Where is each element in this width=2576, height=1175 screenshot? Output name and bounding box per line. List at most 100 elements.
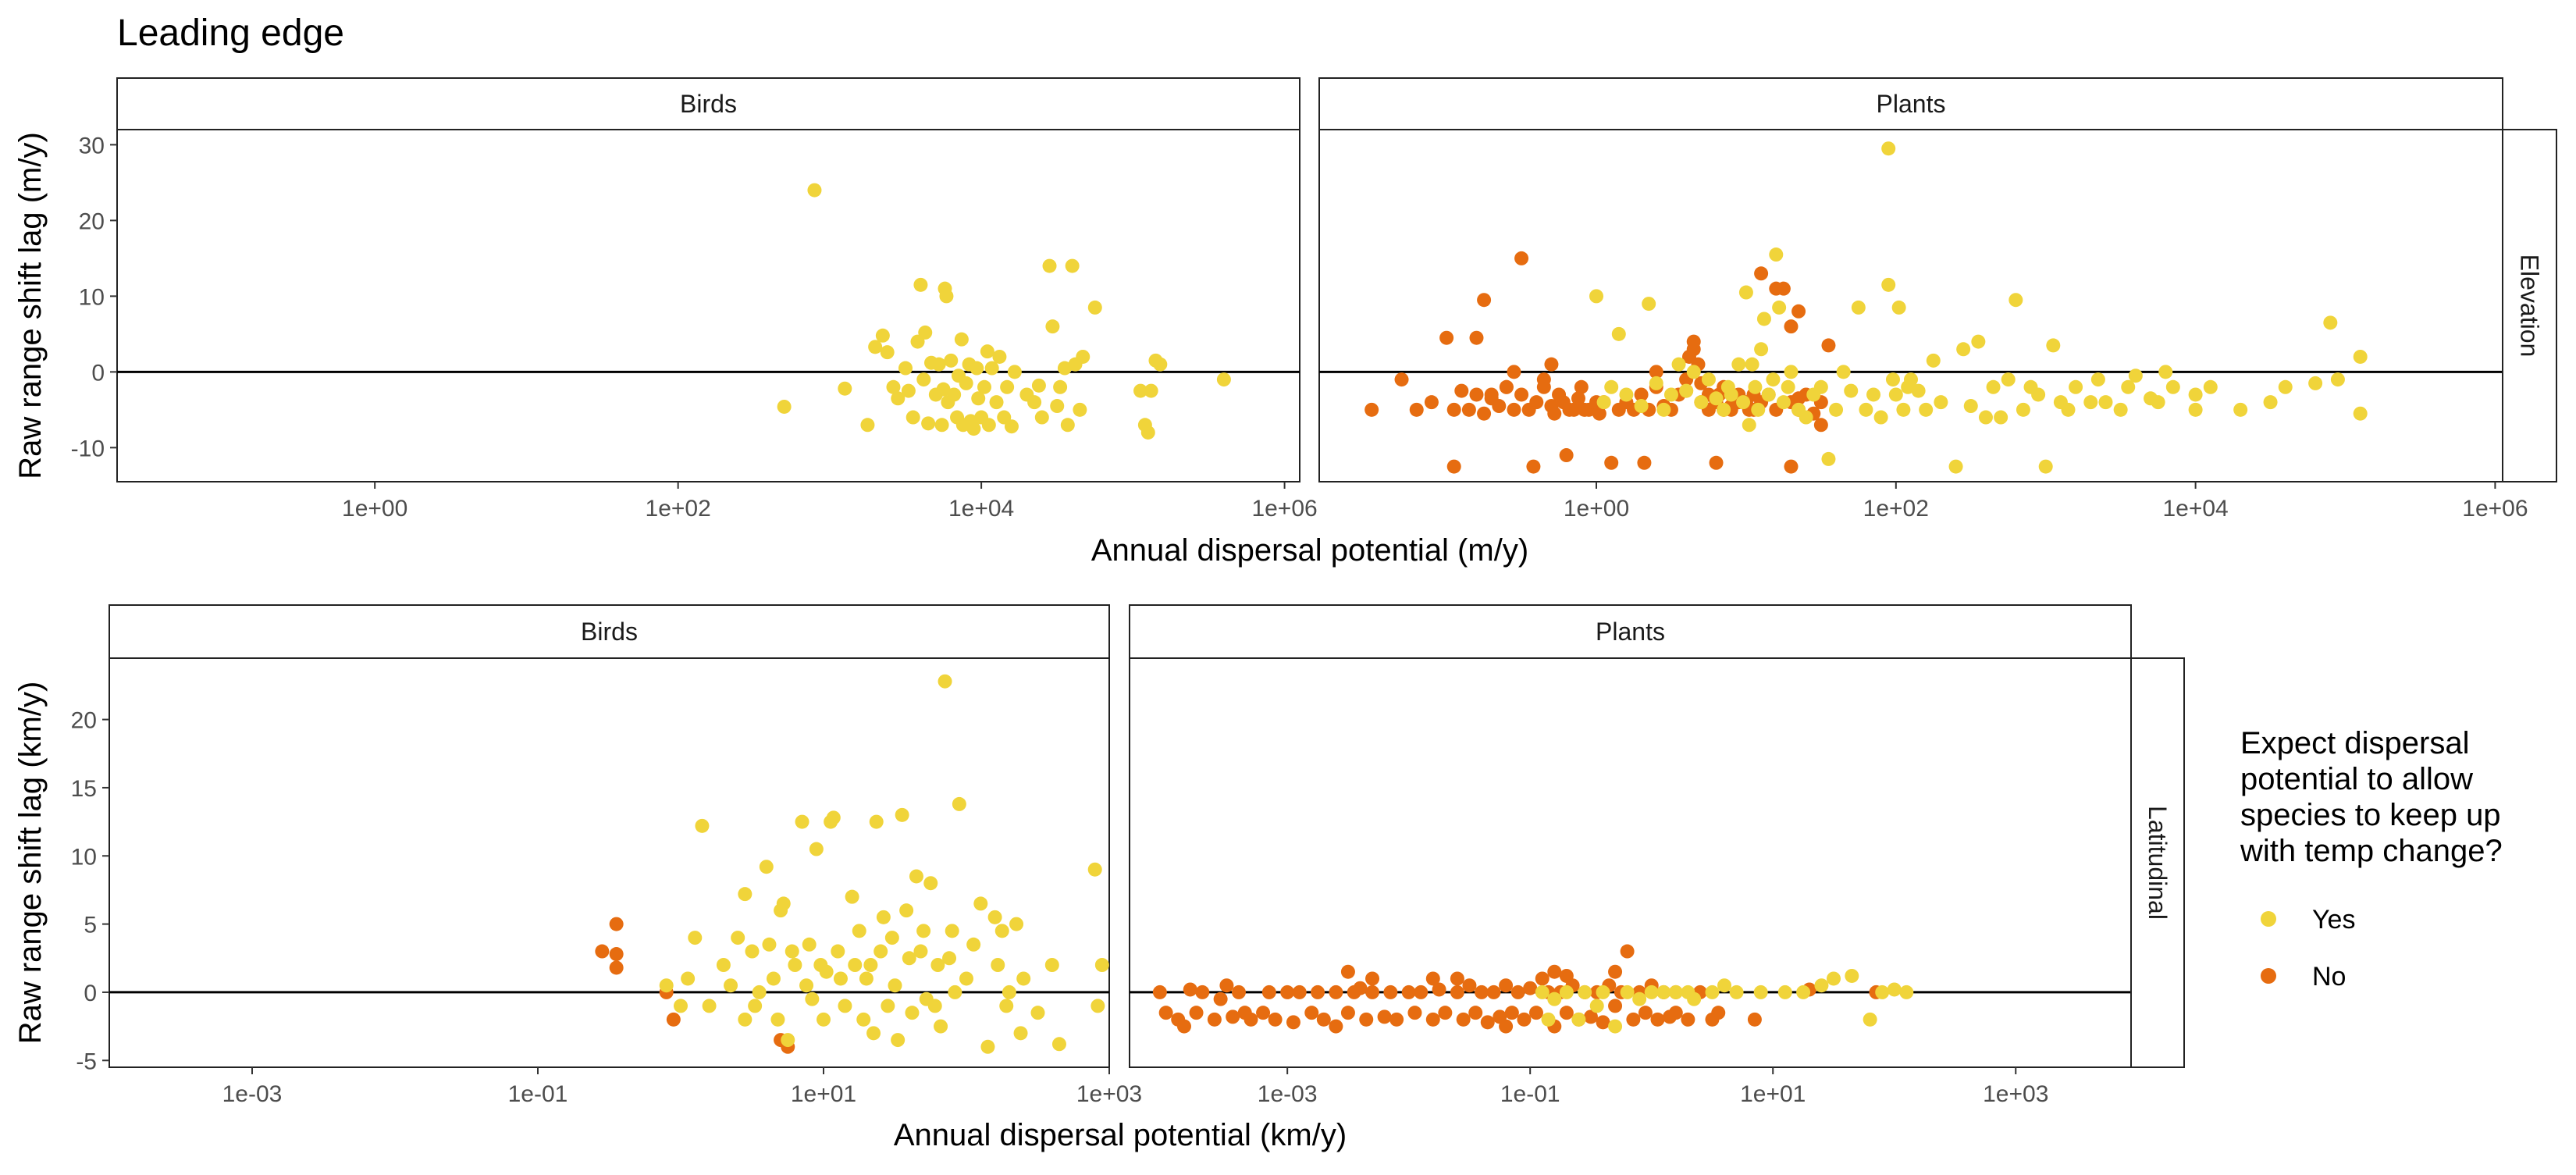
- data-point-no: [1158, 1006, 1173, 1020]
- data-point-yes: [899, 903, 914, 918]
- data-point-yes: [1813, 379, 1828, 394]
- data-point-no: [1681, 1012, 1695, 1027]
- data-point-no: [1592, 406, 1606, 421]
- data-point-yes: [1000, 379, 1015, 394]
- data-point-no: [1286, 1015, 1300, 1030]
- data-point-yes: [869, 814, 884, 829]
- data-point-yes: [1016, 971, 1031, 986]
- data-point-yes: [901, 383, 916, 398]
- data-point-no: [1821, 338, 1836, 353]
- data-point-yes: [931, 357, 946, 372]
- data-point-yes: [2061, 402, 2076, 417]
- data-point-yes: [1845, 968, 1859, 983]
- data-point-no: [666, 1012, 681, 1027]
- data-point-no: [1526, 459, 1541, 474]
- data-point-yes: [1050, 399, 1065, 414]
- legend-label: Yes: [2312, 905, 2355, 935]
- data-point-yes: [1863, 1012, 1877, 1027]
- data-point-yes: [859, 971, 873, 986]
- data-point-yes: [2323, 315, 2338, 330]
- data-point-yes: [1772, 300, 1787, 315]
- data-point-yes: [1745, 357, 1759, 372]
- data-point-no: [1189, 1006, 1204, 1020]
- facet-strip-label: Birds: [680, 90, 737, 118]
- legend-swatch-yes: [2261, 911, 2276, 927]
- y-tick-label: 20: [79, 208, 105, 234]
- data-point-yes: [1634, 399, 1649, 414]
- data-point-no: [1547, 964, 1562, 979]
- data-point-no: [1409, 402, 1424, 417]
- y-tick-label: 30: [79, 133, 105, 158]
- data-point-no: [1469, 330, 1484, 345]
- data-point-yes: [1753, 985, 1768, 999]
- data-point-no: [1226, 1009, 1240, 1024]
- data-point-yes: [856, 1012, 871, 1027]
- y-tick-label: 15: [71, 776, 97, 802]
- data-point-no: [1608, 964, 1623, 979]
- data-point-yes: [881, 999, 895, 1013]
- data-point-yes: [1829, 402, 1844, 417]
- data-point-yes: [1904, 372, 1918, 387]
- data-point-no: [1754, 266, 1769, 281]
- data-point-no: [1608, 999, 1623, 1013]
- data-point-yes: [954, 332, 969, 347]
- data-point-no: [1686, 334, 1701, 349]
- data-point-yes: [1781, 379, 1795, 394]
- data-point-yes: [1065, 258, 1080, 273]
- data-point-yes: [905, 1006, 920, 1020]
- data-point-yes: [785, 944, 799, 959]
- data-point-yes: [766, 971, 781, 986]
- data-point-yes: [909, 869, 923, 884]
- y-tick-label: 0: [84, 981, 97, 1006]
- data-point-no: [1195, 985, 1210, 999]
- data-point-no: [1784, 459, 1799, 474]
- data-point-no: [1574, 379, 1589, 394]
- data-point-yes: [659, 978, 674, 993]
- data-point-yes: [1216, 372, 1231, 387]
- facet-birds: Birds 1e+00 1e+02 1e+04 1e+06 -10 0 10 20 30: [71, 77, 1318, 522]
- data-point-yes: [1031, 378, 1046, 393]
- data-point-yes: [1742, 418, 1756, 433]
- legend-title-line: potential to allow: [2240, 762, 2473, 796]
- data-point-yes: [959, 376, 973, 390]
- data-point-yes: [1535, 985, 1550, 999]
- data-point-yes: [1133, 383, 1148, 398]
- data-point-no: [1456, 1012, 1471, 1027]
- data-point-yes: [2158, 365, 2173, 379]
- data-point-yes: [1881, 277, 1896, 292]
- data-point-yes: [1844, 383, 1859, 398]
- data-point-yes: [1919, 402, 1934, 417]
- data-point-yes: [1608, 1019, 1623, 1034]
- data-point-yes: [1589, 289, 1604, 304]
- data-point-no: [1359, 1012, 1374, 1027]
- x-tick-label: 1e-03: [1258, 1081, 1318, 1107]
- data-point-yes: [1911, 383, 1926, 398]
- y-tick-label: 0: [91, 360, 105, 386]
- data-point-yes: [1709, 391, 1724, 406]
- data-point-no: [1439, 330, 1454, 345]
- data-point-yes: [1887, 982, 1902, 997]
- data-point-yes: [2233, 402, 2248, 417]
- data-point-yes: [1796, 985, 1811, 999]
- x-axis-label: Annual dispersal potential (m/y): [1091, 533, 1528, 568]
- data-point-no: [1596, 1015, 1610, 1030]
- data-point-yes: [898, 361, 913, 376]
- data-point-no: [1424, 395, 1439, 410]
- data-point-yes: [1589, 999, 1604, 1013]
- data-point-no: [1544, 357, 1559, 372]
- data-point-yes: [1754, 342, 1769, 357]
- data-point-yes: [1620, 985, 1635, 999]
- y-axis-label: Raw range shift lag (km/y): [13, 682, 48, 1045]
- group-strip-label: Latitudinal: [2144, 806, 2172, 920]
- data-point-no: [1207, 1012, 1222, 1027]
- data-point-yes: [1896, 402, 1911, 417]
- panel-border: [116, 129, 1300, 482]
- data-point-yes: [2001, 372, 2016, 387]
- data-point-yes: [838, 999, 852, 1013]
- data-point-yes: [2188, 387, 2203, 402]
- x-tick-label: 1e-03: [222, 1081, 283, 1107]
- data-point-no: [1559, 1006, 1574, 1020]
- x-tick-label: 1e+00: [1564, 496, 1629, 522]
- data-point-no: [1528, 1006, 1543, 1020]
- data-point-yes: [1596, 985, 1610, 999]
